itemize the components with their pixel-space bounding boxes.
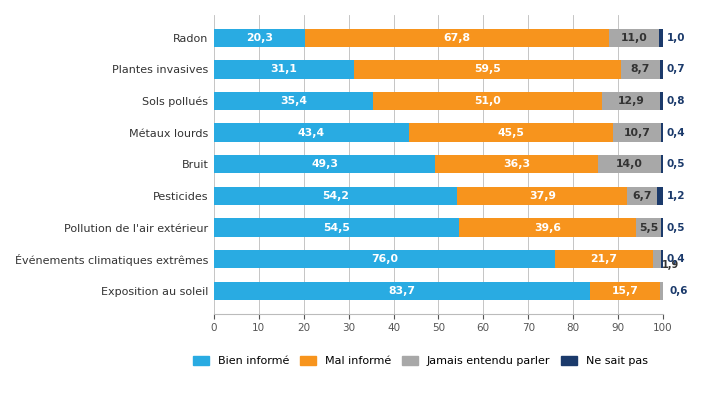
Bar bbox=[627, 187, 658, 205]
Bar bbox=[621, 60, 660, 78]
Bar bbox=[214, 282, 590, 300]
Bar bbox=[214, 218, 458, 237]
Bar bbox=[214, 92, 373, 110]
Text: 0,5: 0,5 bbox=[667, 222, 686, 232]
Text: 1,9: 1,9 bbox=[662, 260, 679, 270]
Text: 20,3: 20,3 bbox=[246, 33, 273, 43]
Bar bbox=[659, 29, 663, 47]
Text: 67,8: 67,8 bbox=[444, 33, 471, 43]
Bar bbox=[661, 250, 663, 269]
Text: 54,5: 54,5 bbox=[323, 222, 350, 232]
Bar bbox=[661, 124, 663, 142]
Text: 0,6: 0,6 bbox=[669, 286, 688, 296]
Bar bbox=[353, 60, 621, 78]
Bar bbox=[661, 155, 663, 173]
Text: 49,3: 49,3 bbox=[311, 159, 338, 169]
Bar bbox=[373, 92, 602, 110]
Bar bbox=[658, 187, 663, 205]
Text: 15,7: 15,7 bbox=[612, 286, 639, 296]
Text: 35,4: 35,4 bbox=[280, 96, 307, 106]
Text: 45,5: 45,5 bbox=[498, 128, 524, 138]
Bar bbox=[458, 187, 627, 205]
Bar bbox=[214, 155, 435, 173]
Text: 1,0: 1,0 bbox=[667, 33, 686, 43]
Bar bbox=[613, 124, 661, 142]
Bar bbox=[458, 218, 636, 237]
Text: 21,7: 21,7 bbox=[591, 254, 617, 264]
Text: 36,3: 36,3 bbox=[503, 159, 530, 169]
Bar bbox=[214, 60, 353, 78]
Text: 54,2: 54,2 bbox=[322, 191, 349, 201]
Legend: Bien informé, Mal informé, Jamais entendu parler, Ne sait pas: Bien informé, Mal informé, Jamais entend… bbox=[189, 352, 652, 371]
Bar bbox=[602, 92, 660, 110]
Bar bbox=[598, 155, 661, 173]
Text: 0,5: 0,5 bbox=[667, 159, 686, 169]
Text: 0,7: 0,7 bbox=[667, 64, 685, 74]
Bar bbox=[636, 218, 661, 237]
Bar bbox=[409, 124, 613, 142]
Bar bbox=[653, 250, 661, 269]
Bar bbox=[214, 124, 409, 142]
Text: 11,0: 11,0 bbox=[621, 33, 648, 43]
Bar bbox=[305, 29, 610, 47]
Text: 8,7: 8,7 bbox=[631, 64, 650, 74]
Text: 59,5: 59,5 bbox=[474, 64, 501, 74]
Bar bbox=[660, 282, 663, 300]
Bar bbox=[214, 187, 458, 205]
Text: 12,9: 12,9 bbox=[617, 96, 644, 106]
Text: 51,0: 51,0 bbox=[474, 96, 501, 106]
Bar bbox=[660, 92, 663, 110]
Bar bbox=[214, 29, 305, 47]
Bar bbox=[435, 155, 598, 173]
Text: 83,7: 83,7 bbox=[389, 286, 415, 296]
Text: 5,5: 5,5 bbox=[639, 222, 658, 232]
Text: 14,0: 14,0 bbox=[616, 159, 643, 169]
Text: 39,6: 39,6 bbox=[534, 222, 561, 232]
Bar bbox=[663, 282, 665, 300]
Bar bbox=[660, 60, 663, 78]
Text: 43,4: 43,4 bbox=[298, 128, 325, 138]
Text: 1,2: 1,2 bbox=[667, 191, 685, 201]
Bar bbox=[590, 282, 660, 300]
Bar bbox=[610, 29, 659, 47]
Text: 76,0: 76,0 bbox=[371, 254, 398, 264]
Text: 0,4: 0,4 bbox=[667, 254, 685, 264]
Text: 37,9: 37,9 bbox=[529, 191, 556, 201]
Bar bbox=[214, 250, 555, 269]
Text: 6,7: 6,7 bbox=[633, 191, 652, 201]
Bar bbox=[661, 218, 663, 237]
Text: 10,7: 10,7 bbox=[624, 128, 650, 138]
Text: 0,4: 0,4 bbox=[667, 128, 685, 138]
Text: 0,8: 0,8 bbox=[667, 96, 686, 106]
Text: 31,1: 31,1 bbox=[270, 64, 297, 74]
Bar bbox=[555, 250, 653, 269]
